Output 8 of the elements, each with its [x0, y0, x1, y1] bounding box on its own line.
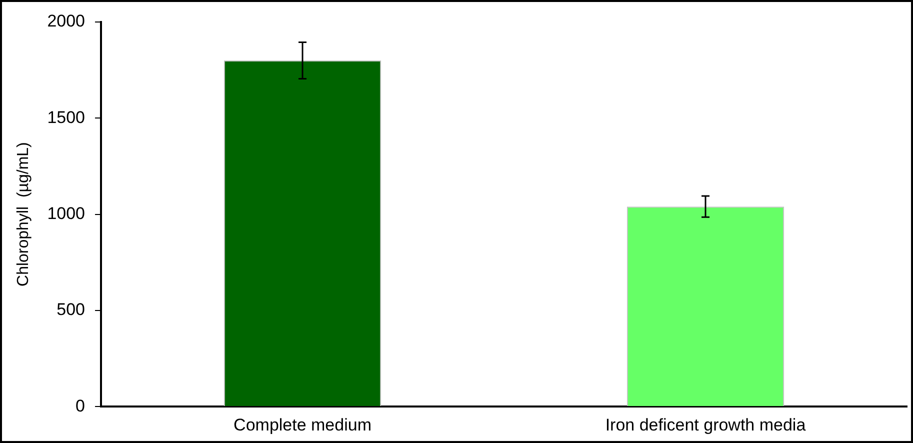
x-tick-label: Iron deficent growth media	[605, 415, 806, 434]
y-tick-label: 0	[76, 396, 86, 416]
y-tick-label: 1500	[47, 108, 86, 127]
x-tick-label: Complete medium	[234, 415, 372, 434]
y-axis-title: Chlorophyll (µg/mL)	[15, 142, 32, 286]
y-tick-label: 1000	[47, 204, 86, 223]
y-tick-label: 2000	[47, 12, 86, 31]
y-tick-label: 500	[56, 300, 86, 320]
